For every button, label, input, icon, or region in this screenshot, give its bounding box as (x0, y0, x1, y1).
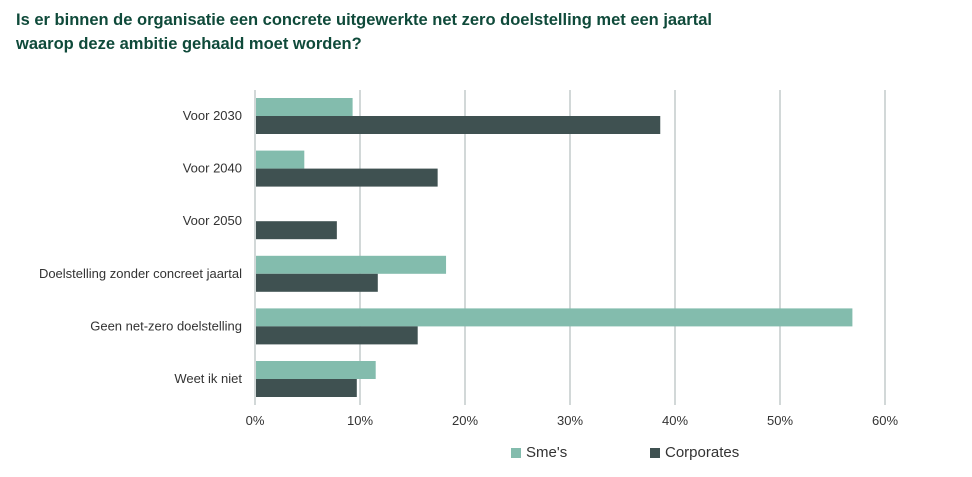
chart-title: Is er binnen de organisatie een concrete… (16, 8, 916, 56)
x-tick-label: 40% (662, 413, 688, 428)
legend-swatch-smes (511, 447, 521, 458)
x-tick-label: 30% (557, 413, 583, 428)
x-tick-label: 10% (347, 413, 373, 428)
bar-chart: 0% 10% 20% 30% 40% 50% 60% Voor 2030 Voor 2040 Vo… (39, 90, 898, 428)
title-line-2: waarop deze ambitie gehaald moet worden? (16, 35, 362, 53)
legend-label-smes: Sme's (526, 444, 568, 461)
bar-smes (256, 308, 853, 327)
bar-corporates (256, 326, 418, 345)
bar-corporates (256, 379, 357, 397)
category-label: Geen net-zero doelstelling (90, 318, 242, 333)
category-label: Voor 2050 (183, 213, 242, 228)
x-tick-label: 60% (872, 413, 898, 428)
legend-label-corporates: Corporates (665, 444, 740, 461)
bar-smes (256, 98, 353, 116)
title-line-1: Is er binnen de organisatie een concrete… (16, 11, 712, 29)
x-tick-label: 20% (452, 413, 478, 428)
legend-item-corporates: Corporates (650, 444, 739, 461)
bar-corporates (256, 273, 378, 292)
legend: Sme's Corporates (0, 444, 972, 466)
bar-smes (256, 361, 376, 379)
legend-swatch-corporates (650, 447, 660, 458)
bar-corporates (256, 221, 337, 240)
category-label: Voor 2030 (183, 108, 242, 123)
bar-corporates (256, 116, 661, 134)
bar-smes (256, 150, 305, 169)
bar-smes (256, 255, 447, 274)
category-label: Weet ik niet (174, 371, 242, 386)
legend-item-smes: Sme's (511, 444, 567, 461)
x-tick-label: 0% (246, 413, 265, 428)
category-label: Doelstelling zonder concreet jaartal (39, 266, 242, 281)
bar-corporates (256, 168, 438, 187)
category-label: Voor 2040 (183, 161, 242, 176)
x-tick-label: 50% (767, 413, 793, 428)
